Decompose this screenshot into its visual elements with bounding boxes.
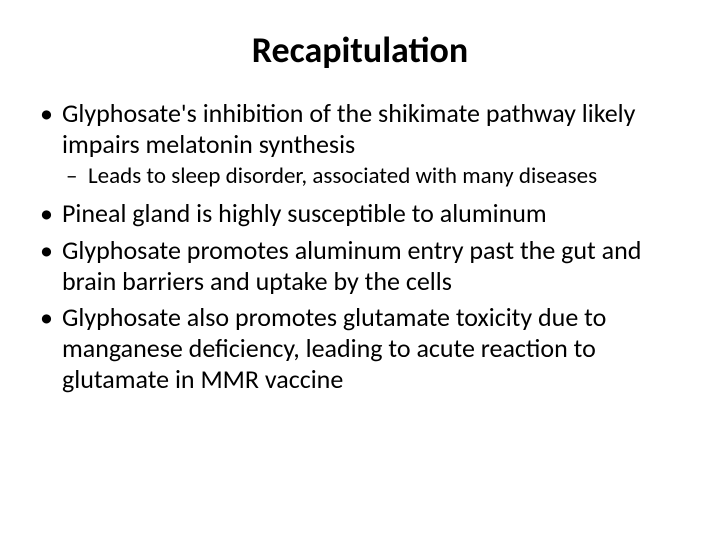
- sub-bullet-list: Leads to sleep disorder, associated with…: [62, 163, 686, 190]
- list-item: Glyphosate also promotes glutamate toxic…: [34, 302, 686, 394]
- bullet-text: Leads to sleep disorder, associated with…: [88, 162, 597, 190]
- bullet-text: Glyphosate promotes aluminum entry past …: [62, 234, 641, 297]
- list-item: Glyphosate's inhibition of the shikimate…: [34, 98, 686, 190]
- list-item: Glyphosate promotes aluminum entry past …: [34, 235, 686, 296]
- bullet-text: Glyphosate's inhibition of the shikimate…: [62, 97, 635, 160]
- bullet-text: Glyphosate also promotes glutamate toxic…: [62, 301, 606, 394]
- bullet-list: Glyphosate's inhibition of the shikimate…: [34, 98, 686, 395]
- list-item: Pineal gland is highly susceptible to al…: [34, 198, 686, 229]
- slide: Recapitulation Glyphosate's inhibition o…: [0, 0, 720, 540]
- slide-title: Recapitulation: [34, 28, 686, 72]
- list-item: Leads to sleep disorder, associated with…: [62, 163, 686, 190]
- bullet-text: Pineal gland is highly susceptible to al…: [62, 197, 547, 229]
